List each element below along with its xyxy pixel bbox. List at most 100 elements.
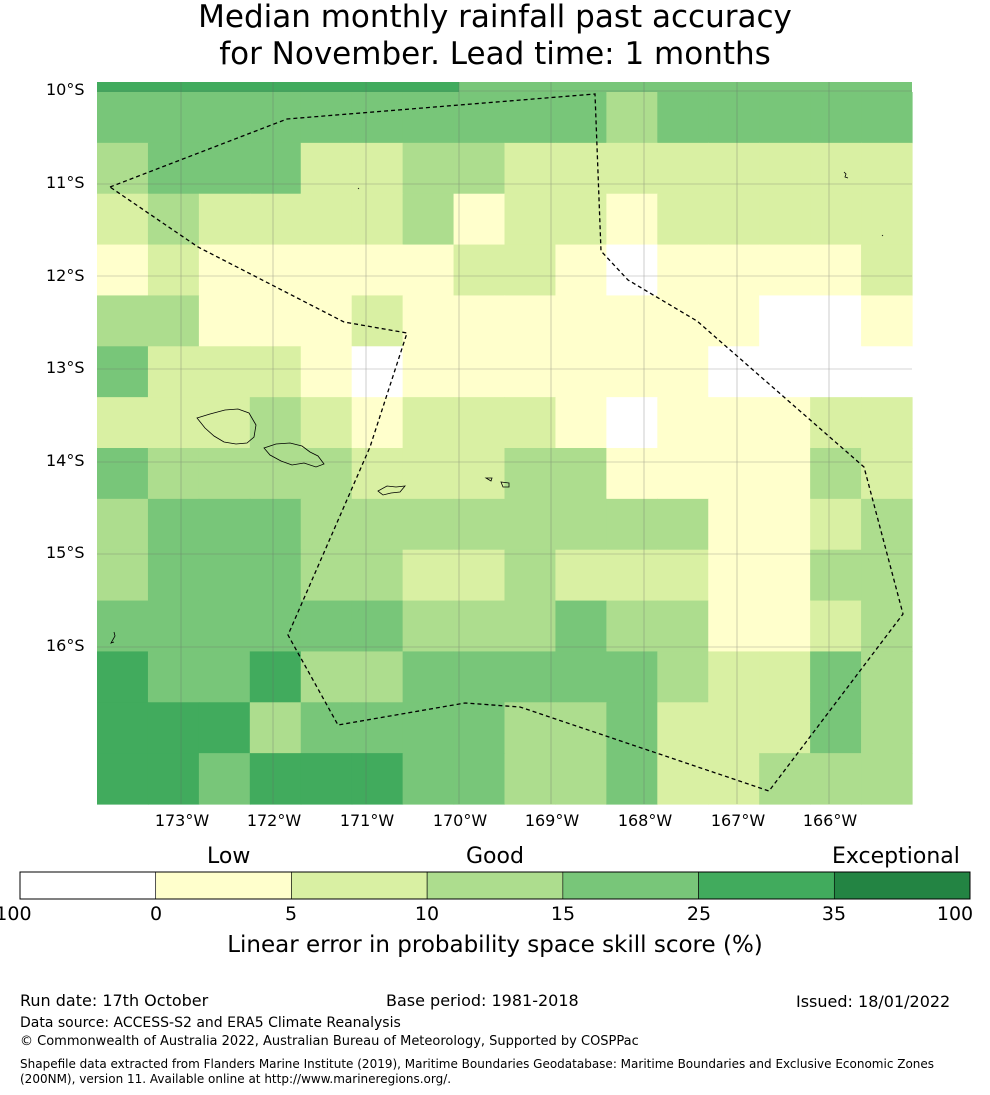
grid-cell <box>861 295 913 347</box>
data-source: Data source: ACCESS-S2 and ERA5 Climate … <box>20 1015 401 1031</box>
grid-cell <box>351 142 404 195</box>
grid-cell <box>147 397 200 449</box>
grid-cell <box>759 600 811 653</box>
grid-cell <box>351 244 404 297</box>
base-period: Base period: 1981-2018 <box>386 991 579 1010</box>
grid-cell <box>708 651 760 703</box>
grid-cell <box>861 600 913 653</box>
grid-cell <box>300 702 353 754</box>
grid-cell <box>606 702 658 754</box>
lon-label: 166°W <box>802 811 858 830</box>
grid-cell <box>657 600 709 653</box>
issued-date: Issued: 18/01/2022 <box>796 992 951 1011</box>
grid-cell <box>147 346 200 398</box>
colorbar-bin <box>562 871 699 900</box>
grid-cell <box>147 753 200 805</box>
grid-cell <box>249 549 302 602</box>
grid-cell <box>861 397 913 449</box>
grid-cell <box>555 142 607 195</box>
shapefile-credit-line-2: (200NM), version 11. Available online at… <box>20 1072 452 1086</box>
grid-cell <box>351 651 404 703</box>
grid-cell <box>147 600 200 653</box>
grid-cell <box>606 600 658 653</box>
grid-cell <box>351 92 404 144</box>
grid-cell <box>759 142 811 195</box>
grid-cell <box>453 600 506 653</box>
grid-cell <box>351 753 404 805</box>
grid-cell <box>300 142 353 195</box>
run-date: Run date: 17th October <box>20 991 209 1010</box>
grid-cell <box>351 193 404 246</box>
grid-cell <box>198 397 251 449</box>
grid-cell <box>606 142 658 195</box>
grid-cell <box>555 753 607 805</box>
grid-cell <box>657 498 709 551</box>
coastlines <box>110 171 884 644</box>
grid-cell <box>402 92 455 144</box>
colorbar-tick: 100 <box>936 903 974 925</box>
lon-label: 167°W <box>710 811 766 830</box>
colorbar-tick: 5 <box>284 903 298 925</box>
grid-cell <box>300 651 353 703</box>
grid-cell <box>402 753 455 805</box>
grid-cell <box>453 448 506 500</box>
colorbar-tick: 35 <box>821 903 847 925</box>
tokelau-island-b <box>881 234 884 237</box>
lon-label: 168°W <box>617 811 673 830</box>
grid-cell <box>351 600 404 653</box>
grid-cell <box>861 244 913 297</box>
grid-cell <box>249 142 302 195</box>
grid-cell <box>402 142 455 195</box>
grid-cell <box>97 346 149 398</box>
colorbar-outline <box>19 871 971 900</box>
grid-cell <box>453 193 506 246</box>
grid-cell <box>453 92 506 144</box>
grid-cell <box>759 702 811 754</box>
grid-cell <box>555 193 607 246</box>
grid-cell <box>708 295 760 347</box>
lat-label: 12°S <box>46 266 85 285</box>
grid-cell <box>708 346 760 398</box>
grid-cell <box>708 244 760 297</box>
grid-cell <box>759 753 811 805</box>
colorbar-bin <box>426 871 564 900</box>
grid-cell <box>606 753 658 805</box>
grid-cell <box>351 702 404 754</box>
grid-cell <box>402 193 455 246</box>
grid-cell <box>402 498 455 551</box>
colorbar-tick: 10 <box>414 903 440 925</box>
grid-cell <box>198 193 251 246</box>
grid-cell <box>198 753 251 805</box>
grid-cell <box>249 600 302 653</box>
grid-cell <box>147 498 200 551</box>
grid-cell <box>504 142 557 195</box>
grid-cell <box>708 600 760 653</box>
grid-cell <box>402 295 455 347</box>
grid-cell <box>198 448 251 500</box>
grid-cell <box>861 753 913 805</box>
tutuila-island <box>377 485 406 496</box>
grid-cell <box>810 651 862 703</box>
grid-cell <box>453 753 506 805</box>
grid-cell <box>351 549 404 602</box>
grid-cell <box>198 295 251 347</box>
grid-cell <box>198 600 251 653</box>
grid-cell <box>555 346 607 398</box>
grid-cell <box>606 448 658 500</box>
grid-cell-top-strip <box>97 82 459 92</box>
chart-title-line-1: Median monthly rainfall past accuracy <box>198 0 792 35</box>
grid-cell <box>504 702 557 754</box>
grid-cell <box>708 193 760 246</box>
grid-cell <box>504 295 557 347</box>
grid-cell <box>657 397 709 449</box>
colorbar-bin <box>833 871 971 900</box>
grid-cell <box>147 92 200 144</box>
grid-cell <box>708 498 760 551</box>
grid-cell <box>708 92 760 144</box>
lon-label: 171°W <box>339 811 395 830</box>
graticule <box>97 82 912 804</box>
lon-label: 169°W <box>524 811 580 830</box>
grid-cell <box>402 397 455 449</box>
grid-cell <box>810 498 862 551</box>
grid-cell <box>861 193 913 246</box>
